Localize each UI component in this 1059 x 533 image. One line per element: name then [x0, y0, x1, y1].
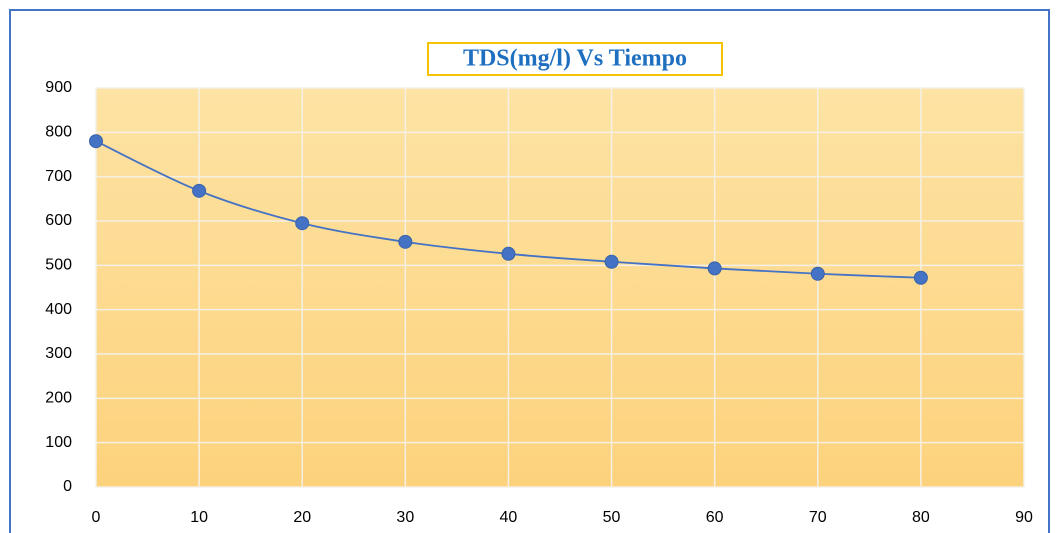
x-tick-label: 60	[706, 509, 724, 526]
y-tick-label: 300	[45, 345, 72, 362]
x-tick-label: 0	[92, 509, 101, 526]
y-tick-label: 100	[45, 434, 72, 451]
y-tick-label: 200	[45, 390, 72, 407]
y-tick-label: 800	[45, 124, 72, 141]
x-tick-label: 90	[1015, 509, 1033, 526]
chart-title: TDS(mg/l) Vs Tiempo	[463, 46, 687, 72]
plot-area	[96, 88, 1024, 487]
title-box	[427, 42, 723, 76]
y-tick-label: 0	[63, 478, 72, 495]
y-tick-label: 900	[45, 79, 72, 96]
data-point	[604, 254, 619, 269]
data-point	[295, 216, 310, 231]
x-tick-label: 10	[190, 509, 208, 526]
x-tick-label: 70	[809, 509, 827, 526]
data-point	[501, 246, 516, 261]
data-point	[398, 234, 413, 249]
x-tick-label: 30	[396, 509, 414, 526]
data-point	[810, 266, 825, 281]
y-tick-label: 500	[45, 257, 72, 274]
x-tick-label: 80	[912, 509, 930, 526]
y-tick-label: 600	[45, 212, 72, 229]
data-point	[89, 134, 103, 149]
y-tick-label: 700	[45, 168, 72, 185]
data-point	[707, 261, 722, 276]
x-tick-label: 20	[293, 509, 311, 526]
data-point	[192, 183, 207, 198]
x-tick-label: 50	[603, 509, 621, 526]
x-tick-label: 40	[500, 509, 518, 526]
y-tick-label: 400	[45, 301, 72, 318]
data-point	[913, 270, 928, 285]
